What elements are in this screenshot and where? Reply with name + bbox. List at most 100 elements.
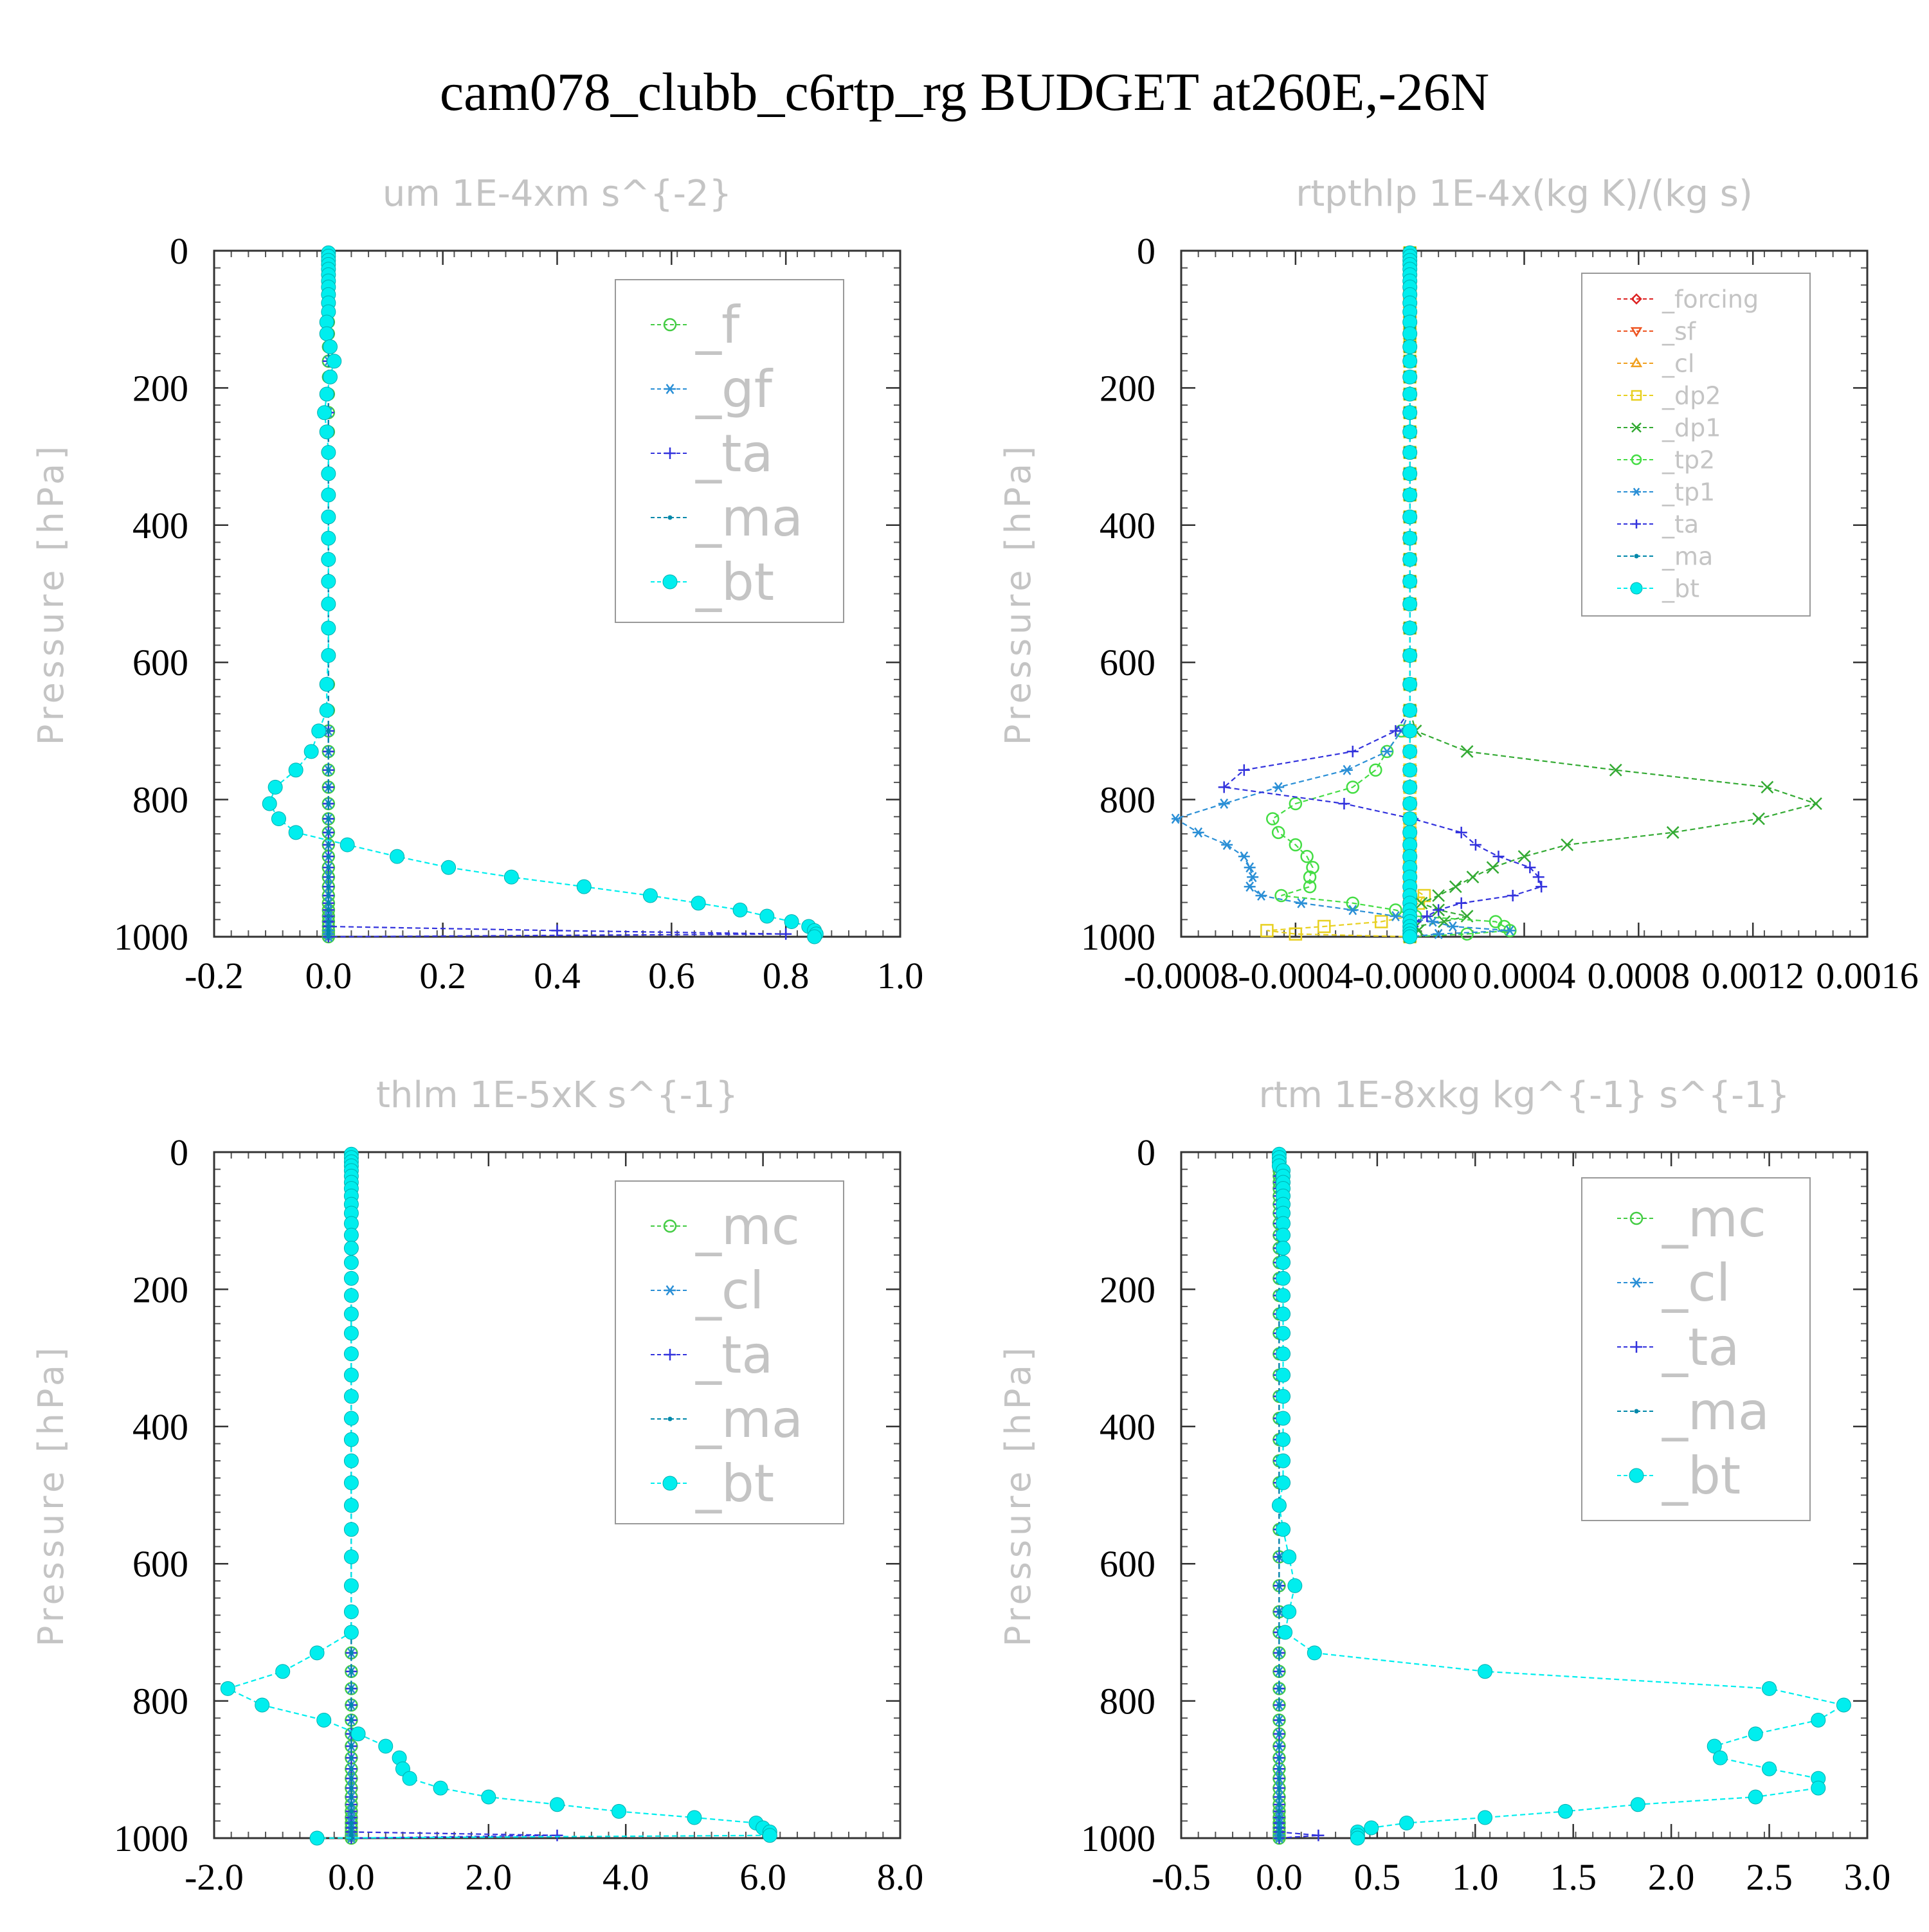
series-ma-point bbox=[349, 1686, 354, 1691]
y-tick-label: 200 bbox=[132, 367, 188, 409]
series-bt-point bbox=[1278, 1625, 1293, 1640]
series-bt-point bbox=[1402, 369, 1418, 384]
series-ma-point bbox=[326, 816, 331, 821]
legend-box bbox=[1581, 273, 1811, 617]
series-ta-point bbox=[1507, 889, 1519, 901]
plot-frame bbox=[1180, 1151, 1869, 1839]
series-bt-point bbox=[288, 825, 303, 840]
series-dp2-line bbox=[1267, 253, 1426, 938]
y-axis-label: Pressure [hPa] bbox=[998, 1344, 1038, 1647]
series-bt-point bbox=[691, 896, 706, 911]
series-bt-point bbox=[642, 888, 658, 903]
legend-marker bbox=[663, 1219, 677, 1233]
series-ma-point bbox=[1276, 1766, 1281, 1771]
series-bt-point bbox=[343, 1255, 359, 1270]
series-tp1-point bbox=[1504, 925, 1516, 936]
series-ma-point bbox=[1276, 1731, 1281, 1737]
y-axis-label: Pressure [hPa] bbox=[31, 1344, 71, 1647]
x-tick-label: 4.0 bbox=[602, 1856, 649, 1898]
legend-label: _f bbox=[695, 295, 741, 355]
series-bt-point bbox=[1762, 1761, 1777, 1776]
series-tp1-point bbox=[1172, 813, 1182, 824]
x-tick-label: 1.0 bbox=[877, 955, 924, 997]
series-bt-point bbox=[1350, 1830, 1365, 1846]
series-tp2-point bbox=[1303, 870, 1317, 884]
series-bt-point bbox=[390, 849, 405, 864]
series-ma-point bbox=[326, 784, 331, 790]
series-ta-point bbox=[1238, 764, 1250, 776]
x-tick-label: 0.6 bbox=[648, 955, 695, 997]
series-tp2-point bbox=[1460, 927, 1474, 941]
series-tp1-point bbox=[1447, 921, 1459, 932]
series-bt-point bbox=[319, 424, 334, 440]
y-tick-label: 600 bbox=[1100, 1543, 1155, 1585]
series-bt-point bbox=[1276, 1368, 1291, 1383]
series-bt-point bbox=[1281, 1604, 1297, 1620]
x-tick-label: 3.0 bbox=[1844, 1856, 1891, 1898]
series-ta-point bbox=[1532, 871, 1544, 883]
series-ma-point bbox=[1276, 1744, 1281, 1749]
series-bt-point bbox=[343, 1625, 359, 1640]
series-tp1-point bbox=[1221, 840, 1233, 850]
legend-marker bbox=[1629, 1211, 1644, 1225]
series-ma-point bbox=[326, 830, 331, 835]
series-bt-point bbox=[343, 1326, 359, 1341]
x-tick-label: 2.5 bbox=[1746, 1856, 1793, 1898]
series-bt-point bbox=[611, 1803, 627, 1819]
series-tp1-point bbox=[1341, 764, 1353, 775]
series-bt-point bbox=[1748, 1789, 1763, 1805]
y-axis-label: Pressure [hPa] bbox=[31, 442, 71, 745]
series-bt-point bbox=[319, 326, 334, 341]
series-tp1-point bbox=[1433, 928, 1445, 939]
legend-marker bbox=[664, 1349, 676, 1360]
x-tick-label: -0.2 bbox=[185, 955, 244, 997]
y-tick-label: 200 bbox=[132, 1268, 188, 1310]
series-bt-point bbox=[340, 837, 355, 853]
x-tick-label: 0.4 bbox=[534, 955, 581, 997]
panel-1: um 1E-4xm s^{-2} Pressure [hPa] -0.2 0.0 0.2… bbox=[31, 173, 923, 997]
series-ma-point bbox=[1276, 1809, 1281, 1814]
series-ta-line bbox=[1222, 253, 1543, 937]
series-bt-point bbox=[343, 1411, 359, 1426]
series-dp1-point bbox=[1438, 915, 1451, 928]
series-ta-point bbox=[1218, 781, 1230, 793]
series-layer bbox=[1172, 245, 1822, 944]
series-ma-point bbox=[1276, 1702, 1281, 1708]
series-dp1-point bbox=[1517, 850, 1531, 863]
series-dp1-point bbox=[1432, 889, 1445, 902]
series-bt-point bbox=[1276, 1326, 1291, 1341]
y-tick-label: 400 bbox=[1100, 1406, 1155, 1448]
legend-marker bbox=[1632, 519, 1641, 528]
series-bt-point bbox=[321, 648, 336, 664]
y-tick-label: 1000 bbox=[1081, 1818, 1155, 1859]
legend-box bbox=[615, 279, 844, 623]
series-ma-point bbox=[349, 1785, 354, 1791]
series-ma-point bbox=[326, 801, 331, 806]
series-bt-point bbox=[1271, 1498, 1287, 1513]
x-tick-label: 0.0012 bbox=[1701, 955, 1804, 997]
series-bt-point bbox=[1707, 1738, 1722, 1754]
legend-label: _dp2 bbox=[1662, 381, 1721, 410]
series-bt-point bbox=[343, 1240, 359, 1256]
x-tick-label: 1.5 bbox=[1550, 1856, 1597, 1898]
series-ma-point bbox=[349, 1794, 354, 1800]
series-tp1-point bbox=[1255, 890, 1267, 901]
series-bt-point bbox=[1307, 1645, 1322, 1661]
legend-label: _ma bbox=[1662, 542, 1713, 570]
x-tick-label: 2.0 bbox=[1648, 1856, 1695, 1898]
x-tick-label: 0.0 bbox=[328, 1856, 375, 1898]
series-bt-point bbox=[1402, 723, 1418, 739]
y-tick-label: 0 bbox=[170, 1132, 188, 1173]
series-bt-point bbox=[343, 1288, 359, 1303]
series-ma-point bbox=[1276, 1686, 1281, 1691]
y-tick-label: 400 bbox=[132, 505, 188, 546]
legend-marker bbox=[662, 1476, 678, 1491]
series-ma-point bbox=[349, 1744, 354, 1749]
y-tick-label: 600 bbox=[1100, 642, 1155, 683]
y-tick-label: 800 bbox=[132, 1681, 188, 1722]
series-bt-point bbox=[288, 763, 303, 778]
series-dp1-point bbox=[1809, 797, 1822, 810]
x-tick-label: 0.0 bbox=[1256, 1856, 1303, 1898]
